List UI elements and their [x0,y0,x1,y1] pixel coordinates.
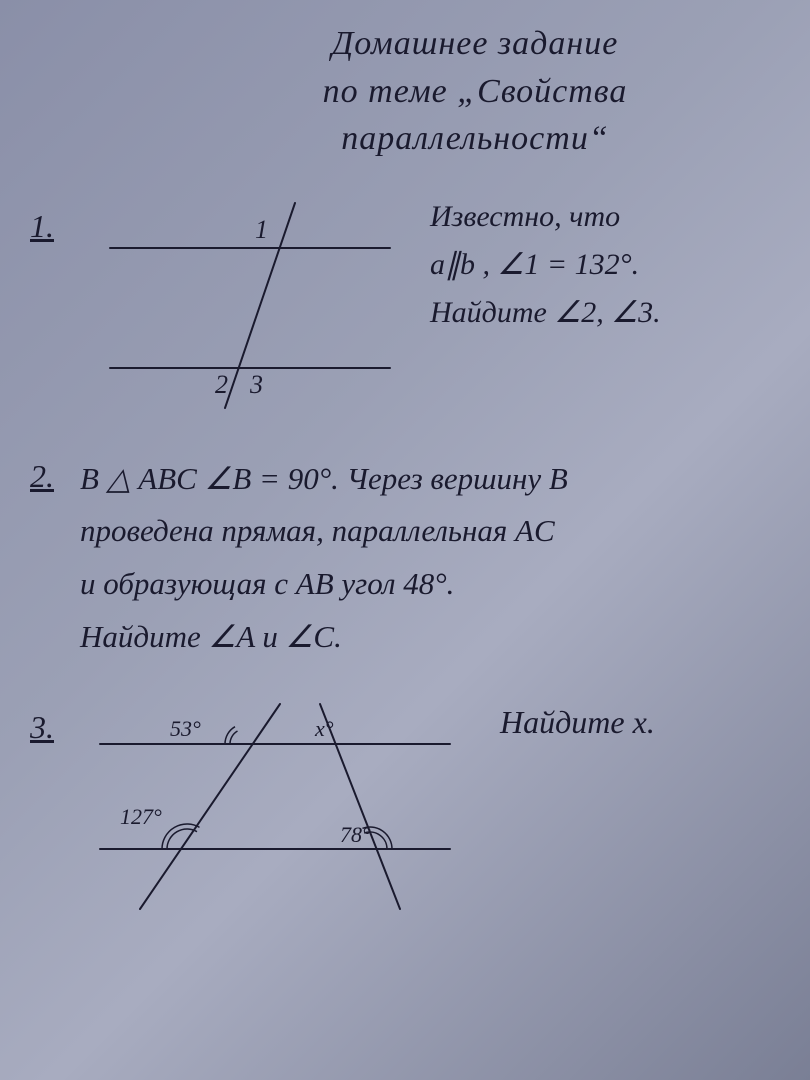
problem-1-condition: a∥b , ∠1 = 132°. [430,241,661,289]
problem-1-text: Известно, что a∥b , ∠1 = 132°. Найдите ∠… [430,193,661,337]
problem-1-find: Найдите ∠2, ∠3. [430,289,661,337]
svg-text:2: 2 [215,370,228,399]
svg-text:127°: 127° [120,804,162,829]
problem-1-diagram: 1 23 [80,193,400,423]
title-block: Домашнее задание по теме „Свойства парал… [170,20,780,163]
svg-text:53°: 53° [170,716,201,741]
title-line-1: Домашнее задание [170,20,780,68]
problem-3-number: 3. [30,709,54,746]
title-line-2: по теме „Свойства [170,68,780,116]
problem-2-line-4: Найдите ∠A и ∠C. [80,611,780,664]
problem-2-number: 2. [30,458,54,495]
svg-text:78°: 78° [340,822,371,847]
svg-text:1: 1 [255,215,268,244]
problem-1-given: Известно, что [430,193,661,241]
title-line-3: параллельности“ [170,115,780,163]
svg-text:x°: x° [314,716,334,741]
problem-3: 3. 53° x° 127° 78° Найдите x. [30,694,780,924]
problem-2-line-2: проведена прямая, параллельная AC [80,505,780,558]
svg-text:3: 3 [249,370,263,399]
problem-2: 2. В △ ABC ∠B = 90°. Через вершину B про… [30,453,780,664]
problem-2-line-3: и образующая с AB угол 48°. [80,558,780,611]
problem-1-number: 1. [30,208,54,245]
homework-page: Домашнее задание по теме „Свойства парал… [0,0,810,1080]
problem-2-line-1: В △ ABC ∠B = 90°. Через вершину B [80,453,780,506]
problem-3-diagram: 53° x° 127° 78° [80,694,460,924]
problem-3-find: Найдите x. [500,704,655,741]
problem-1: 1. 1 23 Известно, что a∥b , ∠1 = 132°. На… [30,193,780,423]
